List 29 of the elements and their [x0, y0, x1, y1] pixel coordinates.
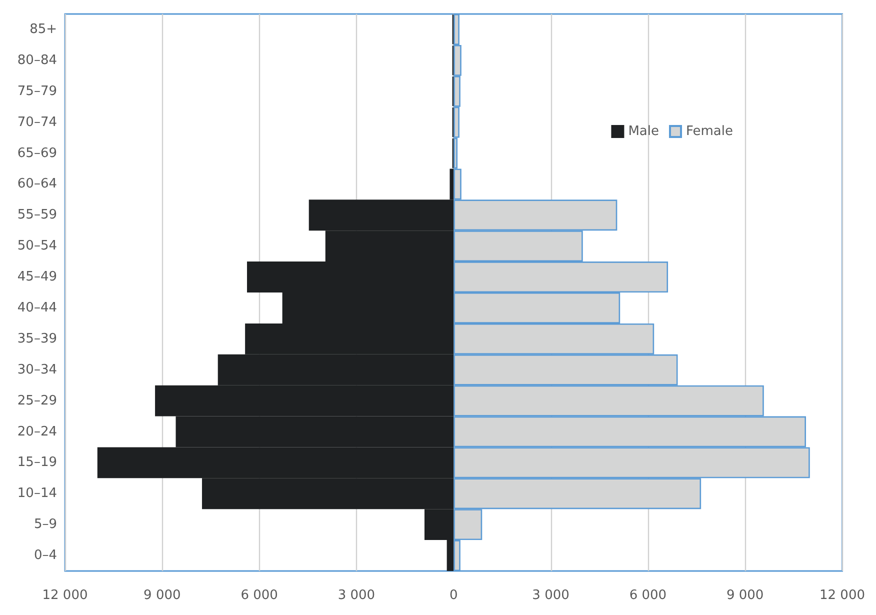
x-tick-label: 12 000	[820, 588, 866, 603]
y-tick-label: 55–59	[17, 208, 57, 223]
y-tick-label: 5–9	[34, 517, 57, 532]
y-tick-label: 85+	[30, 22, 57, 37]
x-tick-label: 6 000	[629, 588, 667, 603]
y-tick-label: 65–69	[17, 146, 57, 161]
x-tick-label: 9 000	[144, 588, 181, 603]
y-tick-label: 80–84	[17, 52, 57, 68]
y-tick-label: 20–24	[17, 424, 57, 440]
y-tick-label: 40–44	[17, 300, 57, 316]
y-tick-label: 15–19	[17, 455, 57, 470]
y-tick-label: 60–64	[17, 176, 57, 192]
legend-label: Female	[686, 124, 734, 139]
y-tick-label: 30–34	[17, 362, 57, 378]
y-tick-label: 45–49	[17, 270, 57, 285]
x-tick-label: 12 000	[42, 588, 88, 603]
y-tick-label: 70–74	[17, 114, 57, 130]
y-tick-label: 10–14	[17, 486, 57, 502]
y-tick-label: 0–4	[34, 548, 57, 564]
y-tick-label: 50–54	[17, 238, 57, 254]
x-tick-label: 9 000	[726, 588, 764, 603]
y-tick-label: 75–79	[17, 84, 57, 99]
legend-label: Male	[628, 124, 659, 139]
y-tick-label: 25–29	[17, 393, 57, 408]
x-tick-label: 3 000	[338, 588, 376, 603]
x-tick-label: 0	[449, 588, 458, 603]
y-tick-label: 35–39	[17, 331, 57, 346]
x-tick-label: 6 000	[240, 588, 278, 603]
x-tick-label: 3 000	[532, 588, 570, 603]
